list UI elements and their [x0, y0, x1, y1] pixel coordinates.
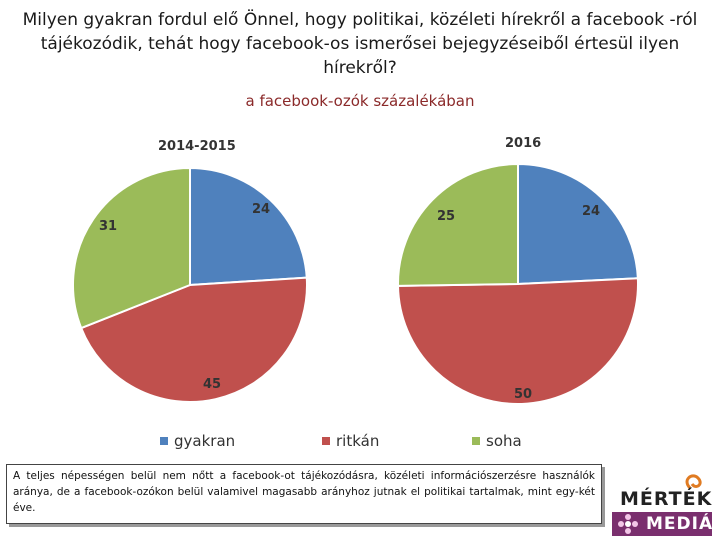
legend-swatch-ritkan [322, 437, 330, 445]
legend-item-ritkan: ritkán [322, 432, 379, 450]
legend-item-gyakran: gyakran [160, 432, 235, 450]
logo-median-text: MEDIÁN [646, 514, 720, 534]
legend-swatch-gyakran [160, 437, 168, 445]
pie-slice-1-ritkán [396, 277, 639, 405]
data-label-1-soha: 25 [437, 209, 455, 224]
pie-slice-1-soha [397, 162, 519, 287]
pie-slice-1-gyakran [517, 162, 639, 286]
legend-label-soha: soha [486, 432, 522, 450]
logo-median-bar: MEDIÁN [612, 512, 720, 536]
mertek-median-logo: MÉRTÉK MEDIÁN [612, 470, 720, 538]
data-label-1-gyakran: 24 [582, 204, 600, 219]
pie-slice-0-ritkán [79, 276, 308, 403]
logo-mertek-text: MÉRTÉK [620, 488, 713, 510]
legend-swatch-soha [472, 437, 480, 445]
chart-subtitle: a facebook-ozók százalékában [245, 92, 475, 110]
pie-slice-0-soha [72, 166, 191, 330]
pie-title-2014-2015: 2014-2015 [158, 139, 236, 154]
pie-title-2016: 2016 [505, 136, 542, 151]
data-label-0-soha: 31 [99, 219, 117, 234]
data-label-0-gyakran: 24 [252, 202, 270, 217]
data-label-0-ritkán: 45 [203, 377, 221, 392]
data-label-1-ritkán: 50 [514, 387, 532, 402]
legend-item-soha: soha [472, 432, 522, 450]
legend-label-ritkan: ritkán [336, 432, 380, 450]
pie-charts: 24 45 31 24 50 25 [72, 162, 639, 405]
summary-note: A teljes népességen belül nem nőtt a fac… [6, 464, 602, 524]
pie-slice-0-gyakran [189, 166, 308, 287]
chart-title: Milyen gyakran fordul elő Önnel, hogy po… [22, 10, 698, 78]
legend-label-gyakran: gyakran [174, 432, 236, 450]
logo-flower-icon [618, 514, 638, 534]
logo-swirl-icon [685, 474, 702, 490]
